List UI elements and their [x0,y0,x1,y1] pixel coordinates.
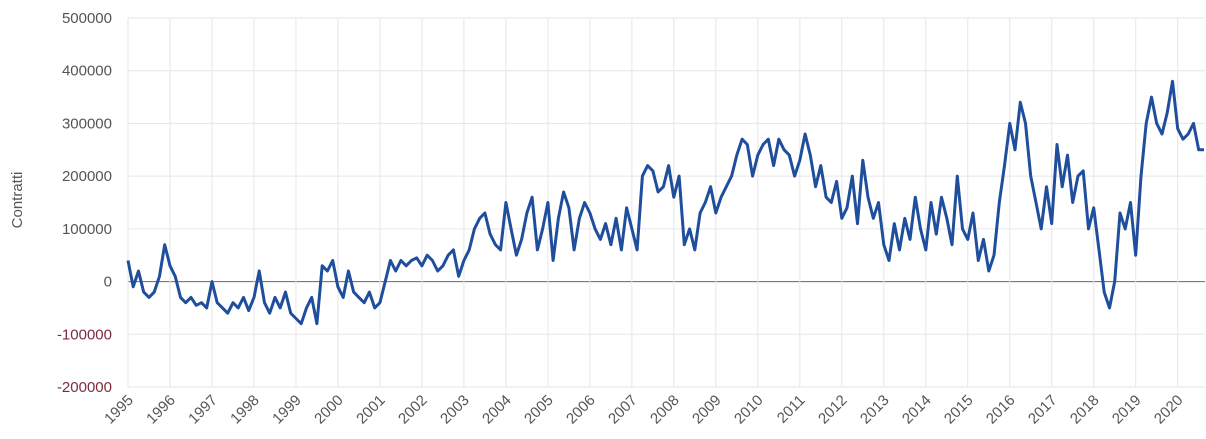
x-tick-label: 2017 [1025,392,1061,428]
x-tick-label: 2015 [941,392,977,428]
x-tick-label: 2019 [1109,392,1145,428]
x-tick-label: 2001 [353,392,389,428]
x-tick-label: 2016 [983,392,1019,428]
x-tick-label: 2014 [899,392,935,428]
x-tick-label: 2005 [521,392,557,428]
x-tick-label: 2000 [311,392,347,428]
x-tick-label: 2006 [563,392,599,428]
x-tick-label: 2007 [605,392,641,428]
y-tick-label: -200000 [57,379,112,396]
x-tick-label: 1995 [101,392,137,428]
line [126,79,1204,326]
x-tick-label: 1997 [185,392,221,428]
x-tick-label: 2002 [395,392,431,428]
x-tick-label: 2008 [647,392,683,428]
y-tick-label: -100000 [57,326,112,343]
x-tick-label: 1998 [227,392,263,428]
y-tick-label: 100000 [62,221,112,238]
x-tick-label: 2009 [689,392,725,428]
x-tick-label: 2020 [1151,392,1187,428]
x-tick-label: 1999 [269,392,305,428]
x-tick-label: 2013 [857,392,893,428]
y-tick-label: 300000 [62,115,112,132]
x-tick-label: 2004 [479,392,515,428]
y-axis-label: Contratti [9,172,26,229]
x-tick-label: 2012 [815,392,851,428]
x-tick-label: 2011 [774,392,809,427]
x-tick-label: 1996 [143,392,179,428]
x-tick-label: 2010 [731,392,767,428]
y-tick-label: 0 [104,274,112,291]
y-tick-label: 200000 [62,168,112,185]
x-tick-label: 2018 [1067,392,1103,428]
y-tick-label: 500000 [62,10,112,27]
y-tick-label: 400000 [62,63,112,80]
x-tick-label: 2003 [437,392,473,428]
